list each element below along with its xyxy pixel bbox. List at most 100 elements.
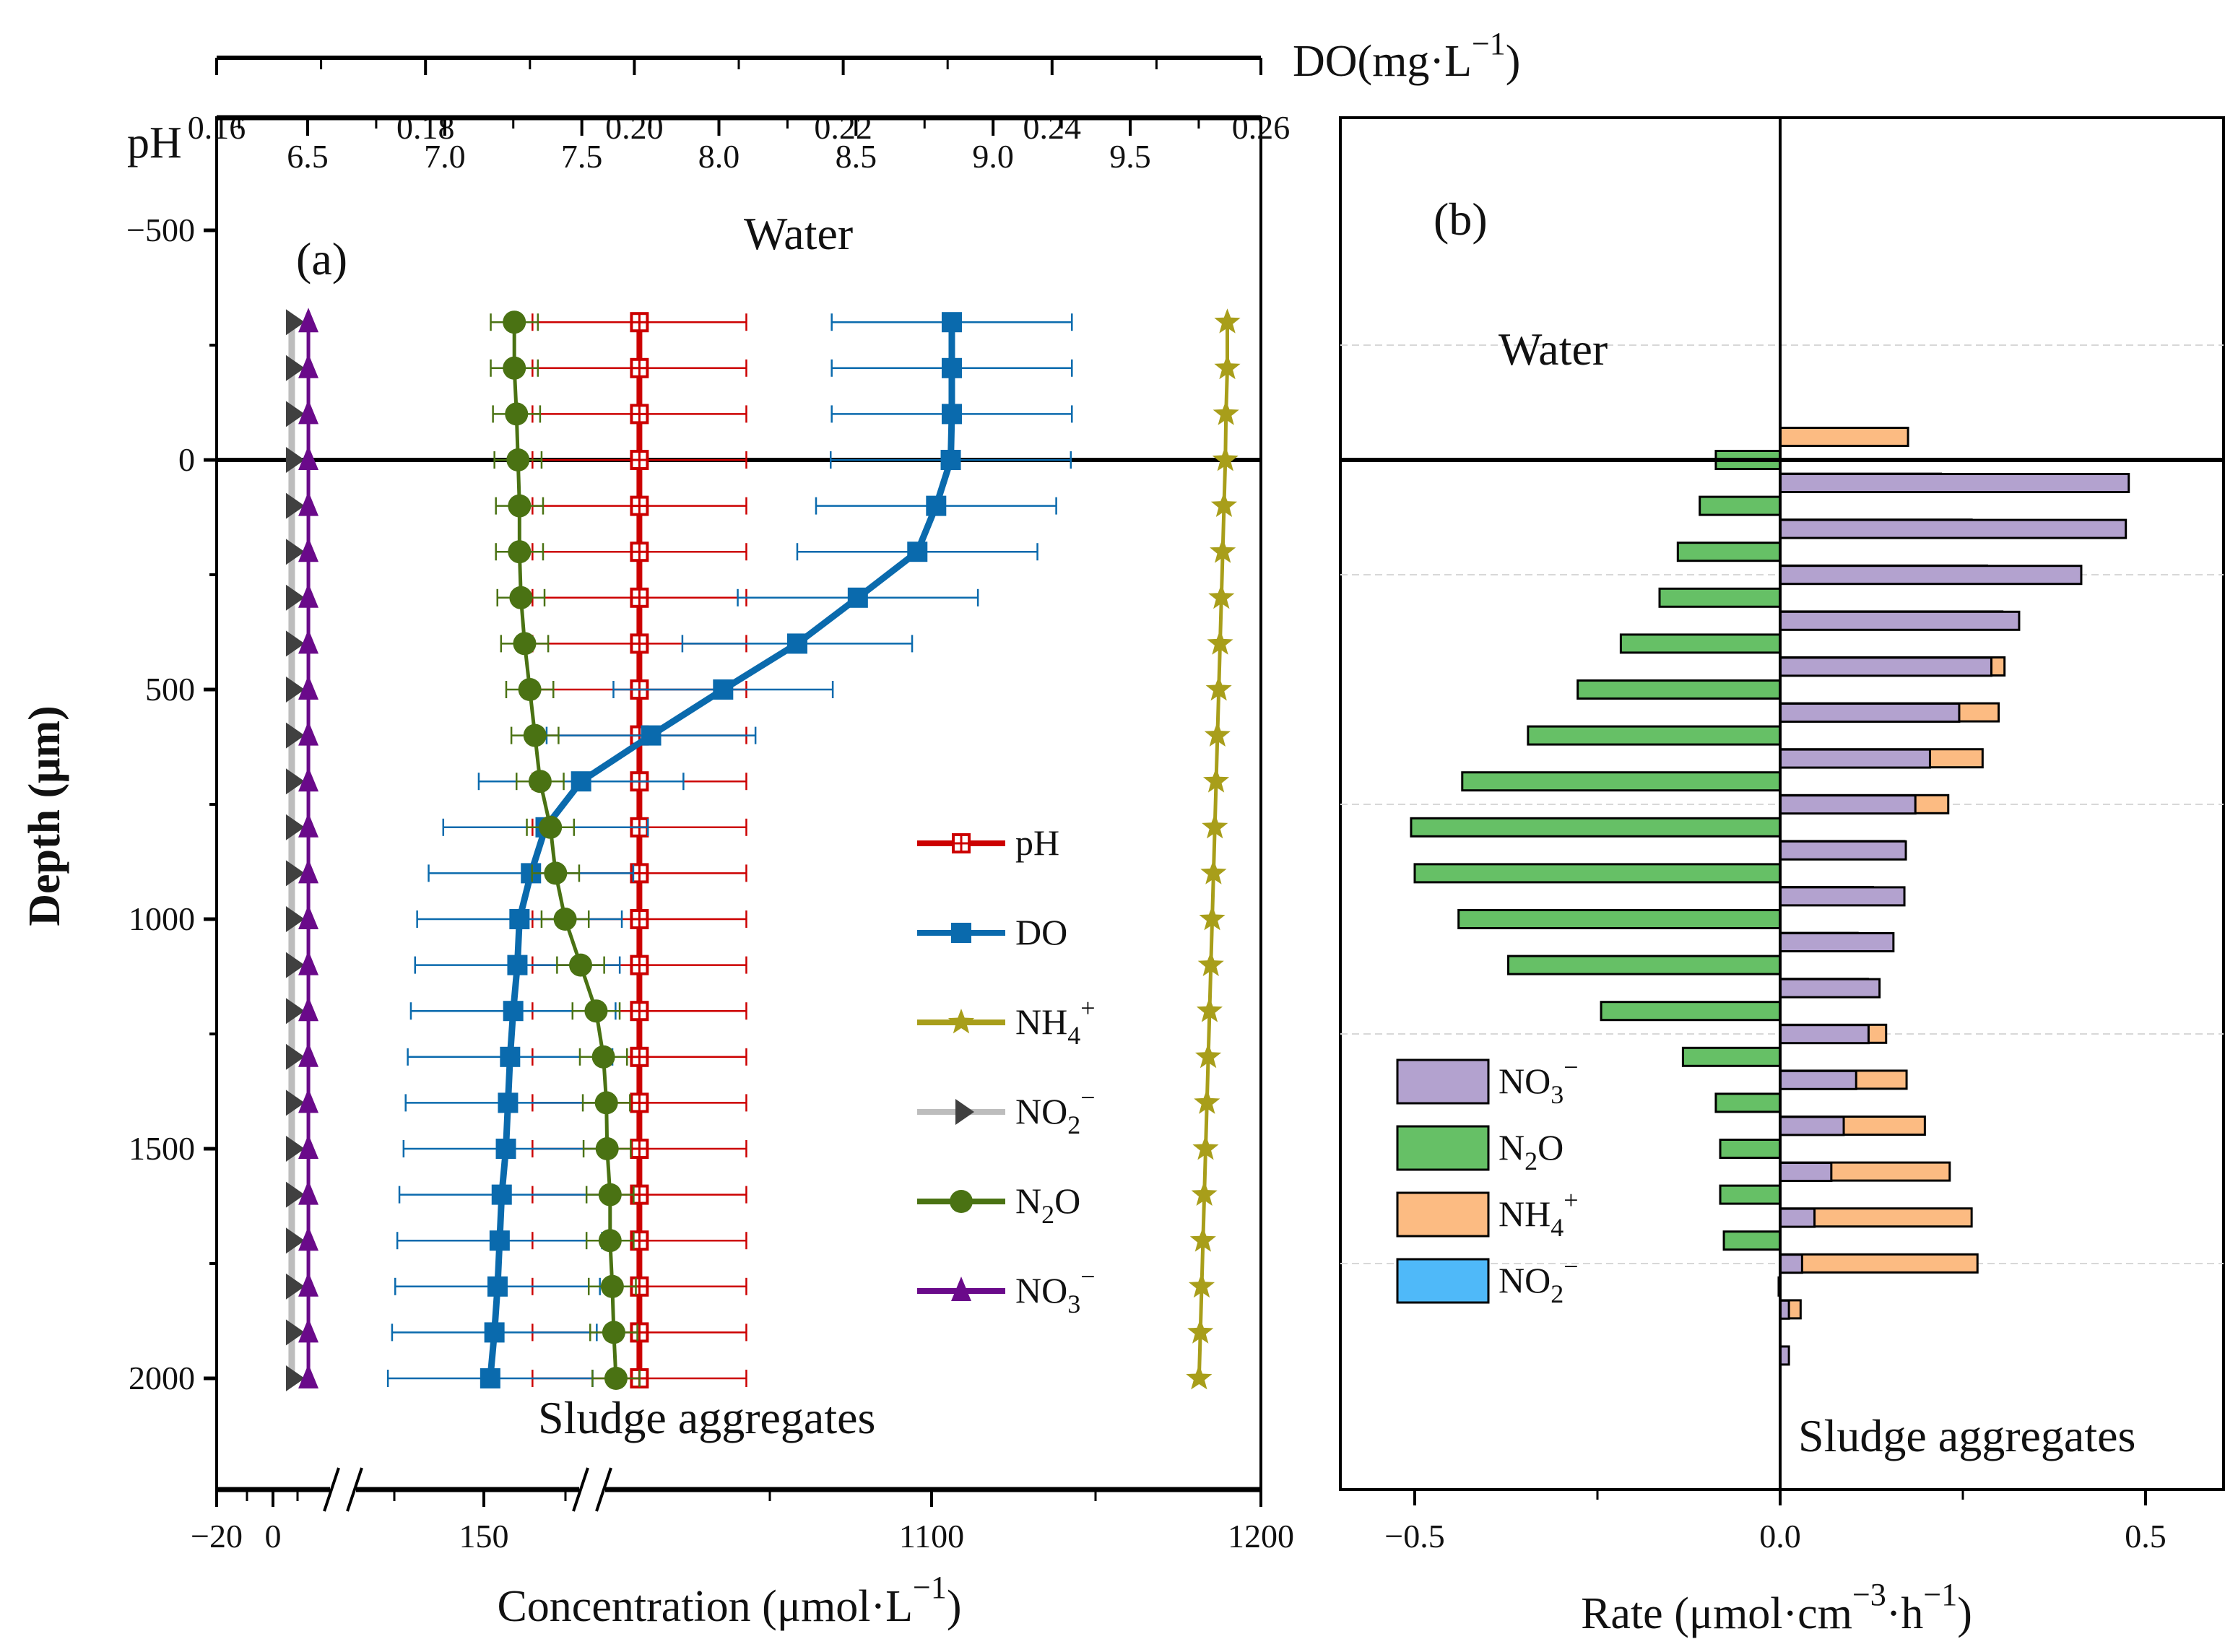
do-tick-label: 0.16 (188, 109, 246, 146)
marker-do (941, 404, 962, 425)
series-line (1197, 322, 1229, 1379)
do-axis-title: DO(mg·L−1) (1293, 26, 1520, 86)
axis-break-mark (572, 1467, 589, 1512)
legend-label-text: DO (1015, 912, 1067, 952)
legend-item-do: DO (917, 912, 1067, 952)
series-do (386, 312, 1073, 1388)
marker-nh4 (1214, 354, 1241, 380)
marker-no2 (285, 768, 305, 795)
marker-no2 (285, 677, 305, 703)
concentration-axis-title: Concentration (μmol·L−1) (497, 1570, 961, 1631)
legend-label-text: NO (1015, 1091, 1067, 1131)
marker-no2 (285, 584, 305, 611)
ph-axis-title: pH (127, 118, 182, 168)
rate-axis-title: Rate (μmol·cm−3·h−1) (1581, 1577, 1972, 1638)
legend-label-sup: − (1080, 1083, 1095, 1112)
panel-a: 0.16 0.18 0.20 0.22 0.24 0.266.5 7.0 7.5 8.0 8.5 9… (20, 26, 1520, 1631)
legend-item-no3: NO3− (1396, 1053, 1579, 1109)
marker-no3 (298, 583, 319, 608)
marker-n2o (544, 861, 568, 885)
legend-label-sup: − (1080, 1262, 1095, 1291)
do-tick-label: 0.20 (605, 109, 664, 146)
marker-no3 (298, 445, 319, 470)
marker-no2 (955, 1099, 974, 1125)
marker-no2 (285, 860, 305, 887)
depth-tick-label: 1000 (129, 900, 195, 937)
bar (1779, 748, 1931, 769)
marker-no2 (285, 309, 305, 336)
do-tick-label: 0.26 (1232, 109, 1291, 146)
marker-no3 (298, 767, 319, 792)
bar-series-no3 (1779, 473, 2130, 1366)
marker-do (491, 1184, 512, 1205)
series-ph (532, 312, 747, 1388)
marker-do (641, 725, 662, 746)
marker-n2o (569, 953, 592, 977)
bar (1779, 1116, 1845, 1136)
marker-nh4 (1192, 1135, 1219, 1160)
marker-do (489, 1230, 510, 1251)
marker-no3 (298, 721, 319, 746)
legend-label-sup: + (1563, 1186, 1578, 1214)
legend-label-sup: − (1563, 1252, 1578, 1281)
ph-tick-label: 7.0 (424, 138, 466, 175)
marker-nh4 (1203, 768, 1230, 793)
marker-nh4 (1212, 446, 1239, 471)
marker-no2 (285, 998, 305, 1025)
bar (1507, 955, 1782, 975)
marker-no2 (285, 1136, 305, 1162)
legend-label-text: N (1015, 1181, 1041, 1221)
bar (1779, 610, 2021, 631)
marker-n2o (600, 1274, 624, 1298)
marker-n2o (503, 356, 526, 380)
legend-label-text: NH (1498, 1194, 1550, 1234)
bar (1722, 1230, 1782, 1251)
marker-no3 (298, 1364, 319, 1388)
marker-no3 (951, 1277, 971, 1301)
marker-no2 (285, 952, 305, 978)
legend-label-sub: 3 (1550, 1080, 1563, 1109)
marker-no3 (298, 491, 319, 516)
bar (1681, 1046, 1782, 1067)
marker-nh4 (1189, 1227, 1216, 1252)
bar (1461, 771, 1782, 792)
marker-do (941, 357, 962, 378)
bar (1779, 1207, 1816, 1228)
marker-n2o (508, 494, 532, 518)
marker-no2 (285, 1365, 305, 1391)
marker-no3 (298, 308, 319, 333)
marker-nh4 (1208, 583, 1235, 609)
legend-item-n2o: N2O (1396, 1125, 1563, 1175)
bar (1779, 932, 1895, 952)
bar (1714, 1092, 1782, 1113)
marker-no2 (285, 1227, 305, 1254)
bar (1779, 703, 1961, 723)
axis-break-mark (346, 1467, 363, 1512)
bar (1676, 542, 1782, 562)
marker-n2o (591, 1045, 615, 1069)
marker-nh4 (1187, 1318, 1214, 1344)
marker-n2o (950, 1190, 973, 1213)
marker-n2o (539, 815, 563, 839)
rate-tick-label: 0.5 (2125, 1518, 2167, 1555)
marker-n2o (509, 586, 533, 609)
marker-no3 (298, 399, 319, 425)
marker-n2o (518, 678, 542, 701)
legend-item-no2: NO2− (917, 1083, 1096, 1139)
marker-n2o (602, 1321, 625, 1344)
marker-n2o (506, 448, 530, 471)
marker-do (480, 1368, 500, 1388)
panel-a-label: (a) (296, 233, 347, 284)
bar (1600, 1001, 1782, 1022)
legend-label-text: NO (1015, 1270, 1067, 1310)
legend-label-sub: 2 (1550, 1279, 1563, 1308)
marker-nh4 (1205, 676, 1232, 701)
marker-do (907, 542, 928, 562)
marker-no3 (298, 1318, 319, 1343)
marker-no2 (285, 906, 305, 932)
bar-series-nh4 (1779, 427, 2006, 1320)
marker-n2o (595, 1137, 619, 1160)
marker-no2 (285, 539, 305, 565)
